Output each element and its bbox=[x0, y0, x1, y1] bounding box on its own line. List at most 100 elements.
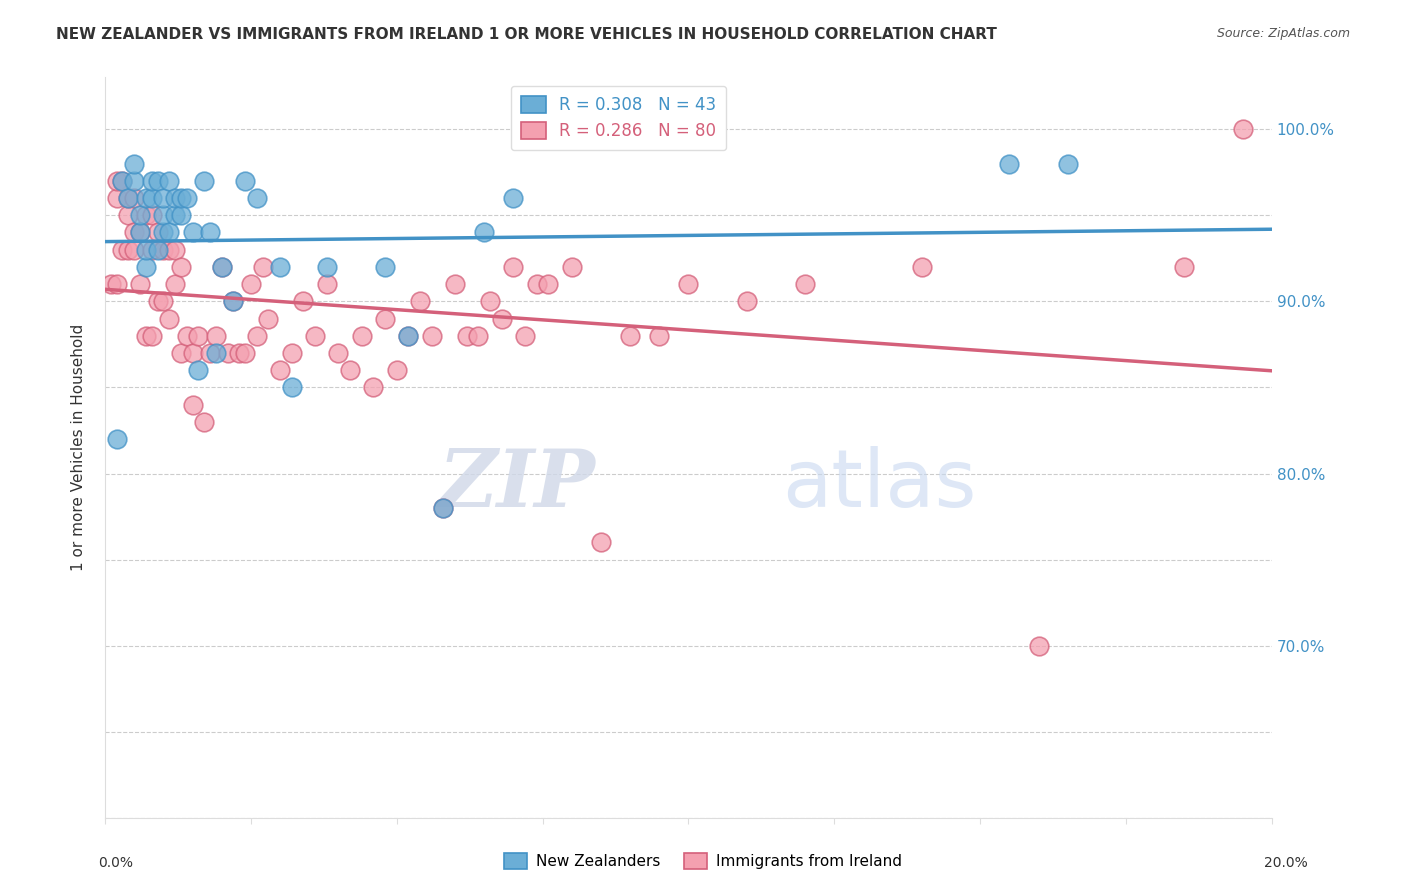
Point bbox=[385, 363, 408, 377]
Point bbox=[152, 226, 174, 240]
Point bbox=[176, 191, 198, 205]
Point bbox=[1028, 639, 1050, 653]
Point bbox=[146, 226, 169, 240]
Point bbox=[141, 208, 163, 222]
Point bbox=[239, 277, 262, 291]
Point bbox=[205, 346, 228, 360]
Point bbox=[181, 398, 204, 412]
Point bbox=[152, 191, 174, 205]
Point bbox=[292, 294, 315, 309]
Point bbox=[146, 243, 169, 257]
Legend: R = 0.308   N = 43, R = 0.286   N = 80: R = 0.308 N = 43, R = 0.286 N = 80 bbox=[510, 86, 725, 151]
Point bbox=[211, 260, 233, 274]
Point bbox=[420, 328, 443, 343]
Point bbox=[537, 277, 560, 291]
Point bbox=[735, 294, 758, 309]
Point bbox=[269, 260, 291, 274]
Point bbox=[135, 208, 157, 222]
Point bbox=[141, 328, 163, 343]
Point bbox=[1056, 156, 1078, 170]
Point bbox=[117, 191, 139, 205]
Point bbox=[135, 243, 157, 257]
Point bbox=[409, 294, 432, 309]
Point bbox=[176, 328, 198, 343]
Point bbox=[432, 500, 454, 515]
Point bbox=[526, 277, 548, 291]
Point bbox=[198, 226, 221, 240]
Point bbox=[170, 191, 193, 205]
Point bbox=[257, 311, 280, 326]
Point bbox=[217, 346, 239, 360]
Point bbox=[222, 294, 245, 309]
Point bbox=[170, 260, 193, 274]
Point bbox=[129, 226, 152, 240]
Point bbox=[205, 328, 228, 343]
Point bbox=[911, 260, 934, 274]
Point bbox=[122, 156, 145, 170]
Point bbox=[396, 328, 419, 343]
Point bbox=[315, 260, 337, 274]
Point bbox=[456, 328, 478, 343]
Y-axis label: 1 or more Vehicles in Household: 1 or more Vehicles in Household bbox=[72, 324, 86, 571]
Point bbox=[513, 328, 536, 343]
Point bbox=[129, 277, 152, 291]
Point bbox=[304, 328, 326, 343]
Point bbox=[105, 432, 128, 446]
Point bbox=[100, 277, 122, 291]
Point bbox=[170, 346, 193, 360]
Point bbox=[589, 535, 612, 549]
Point bbox=[998, 156, 1021, 170]
Point bbox=[157, 311, 180, 326]
Point bbox=[152, 243, 174, 257]
Point bbox=[163, 191, 186, 205]
Point bbox=[233, 174, 256, 188]
Point bbox=[135, 260, 157, 274]
Point bbox=[363, 380, 385, 394]
Point bbox=[374, 311, 396, 326]
Point bbox=[1232, 122, 1254, 136]
Point bbox=[129, 226, 152, 240]
Point bbox=[233, 346, 256, 360]
Point bbox=[163, 277, 186, 291]
Point bbox=[111, 174, 134, 188]
Point bbox=[246, 191, 269, 205]
Legend: New Zealanders, Immigrants from Ireland: New Zealanders, Immigrants from Ireland bbox=[498, 847, 908, 875]
Point bbox=[1173, 260, 1195, 274]
Point bbox=[187, 328, 209, 343]
Point bbox=[170, 208, 193, 222]
Point bbox=[374, 260, 396, 274]
Point bbox=[152, 208, 174, 222]
Text: NEW ZEALANDER VS IMMIGRANTS FROM IRELAND 1 OR MORE VEHICLES IN HOUSEHOLD CORRELA: NEW ZEALANDER VS IMMIGRANTS FROM IRELAND… bbox=[56, 27, 997, 42]
Point bbox=[141, 243, 163, 257]
Point bbox=[105, 174, 128, 188]
Point bbox=[141, 191, 163, 205]
Point bbox=[444, 277, 467, 291]
Point bbox=[122, 191, 145, 205]
Point bbox=[678, 277, 700, 291]
Point bbox=[794, 277, 817, 291]
Point bbox=[157, 243, 180, 257]
Point bbox=[117, 191, 139, 205]
Point bbox=[252, 260, 274, 274]
Point bbox=[246, 328, 269, 343]
Point bbox=[339, 363, 361, 377]
Point bbox=[105, 191, 128, 205]
Point bbox=[269, 363, 291, 377]
Text: Source: ZipAtlas.com: Source: ZipAtlas.com bbox=[1216, 27, 1350, 40]
Text: 0.0%: 0.0% bbox=[98, 856, 134, 871]
Text: 20.0%: 20.0% bbox=[1264, 856, 1308, 871]
Point bbox=[193, 415, 215, 429]
Point bbox=[561, 260, 583, 274]
Point bbox=[111, 243, 134, 257]
Point bbox=[111, 174, 134, 188]
Point bbox=[163, 243, 186, 257]
Point bbox=[146, 294, 169, 309]
Point bbox=[350, 328, 373, 343]
Point bbox=[163, 208, 186, 222]
Point bbox=[619, 328, 641, 343]
Point bbox=[280, 380, 302, 394]
Point bbox=[432, 500, 454, 515]
Point bbox=[222, 294, 245, 309]
Point bbox=[157, 174, 180, 188]
Point bbox=[117, 208, 139, 222]
